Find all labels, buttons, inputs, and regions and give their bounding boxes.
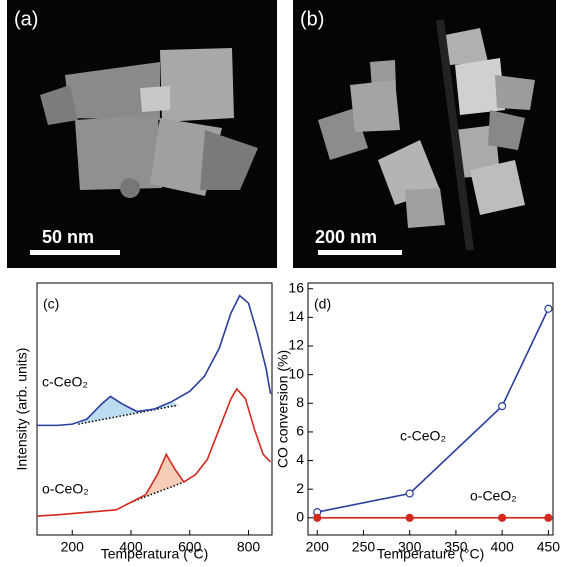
series-line xyxy=(37,296,271,426)
data-point xyxy=(314,514,321,521)
y-tick-label: 6 xyxy=(296,423,304,439)
y-tick-label: 14 xyxy=(288,308,304,324)
data-point xyxy=(499,403,506,410)
data-point xyxy=(545,305,552,312)
series-label: c-CeO₂ xyxy=(400,428,446,444)
peak-area xyxy=(78,396,178,424)
panel-label: (b) xyxy=(300,8,324,30)
peak-area xyxy=(131,454,184,502)
series-line xyxy=(37,389,271,516)
y-tick-label: 4 xyxy=(296,451,304,467)
panel-label: (c) xyxy=(43,296,59,312)
panel-label: (d) xyxy=(314,296,331,312)
y-tick-label: 12 xyxy=(288,337,304,353)
scale-bar xyxy=(30,250,120,255)
scale-bar-label: 50 nm xyxy=(42,227,94,247)
scale-bar-label: 200 nm xyxy=(315,227,377,247)
y-axis-label: Intensity (arb. units) xyxy=(14,348,30,471)
series-label: o-CeO₂ xyxy=(42,481,89,497)
y-tick-label: 0 xyxy=(296,509,304,525)
x-axis-label: Temperatura (°C) xyxy=(101,546,209,562)
series-line xyxy=(317,309,548,512)
x-tick-label: 250 xyxy=(352,539,376,555)
y-tick-label: 2 xyxy=(296,480,304,496)
x-tick-label: 800 xyxy=(237,539,261,555)
scale-bar xyxy=(318,250,402,255)
x-tick-label: 200 xyxy=(61,539,85,555)
panel-label: (a) xyxy=(14,8,38,30)
data-point xyxy=(406,490,413,497)
y-axis-label: CO conversion (%) xyxy=(275,350,291,468)
x-tick-label: 400 xyxy=(490,539,514,555)
figure: (a) 50 nm (b) 200 nm 200400600800Tempera… xyxy=(0,0,564,562)
series-label: c-CeO₂ xyxy=(42,374,88,390)
x-axis-label: Temperature (°C) xyxy=(377,546,485,562)
data-point xyxy=(545,514,552,521)
y-tick-label: 8 xyxy=(296,394,304,410)
series-label: o-CeO₂ xyxy=(470,488,517,504)
y-tick-label: 10 xyxy=(288,365,304,381)
x-tick-label: 200 xyxy=(306,539,330,555)
data-point xyxy=(499,514,506,521)
x-tick-label: 450 xyxy=(537,539,561,555)
y-tick-label: 16 xyxy=(288,279,304,295)
data-point xyxy=(406,514,413,521)
